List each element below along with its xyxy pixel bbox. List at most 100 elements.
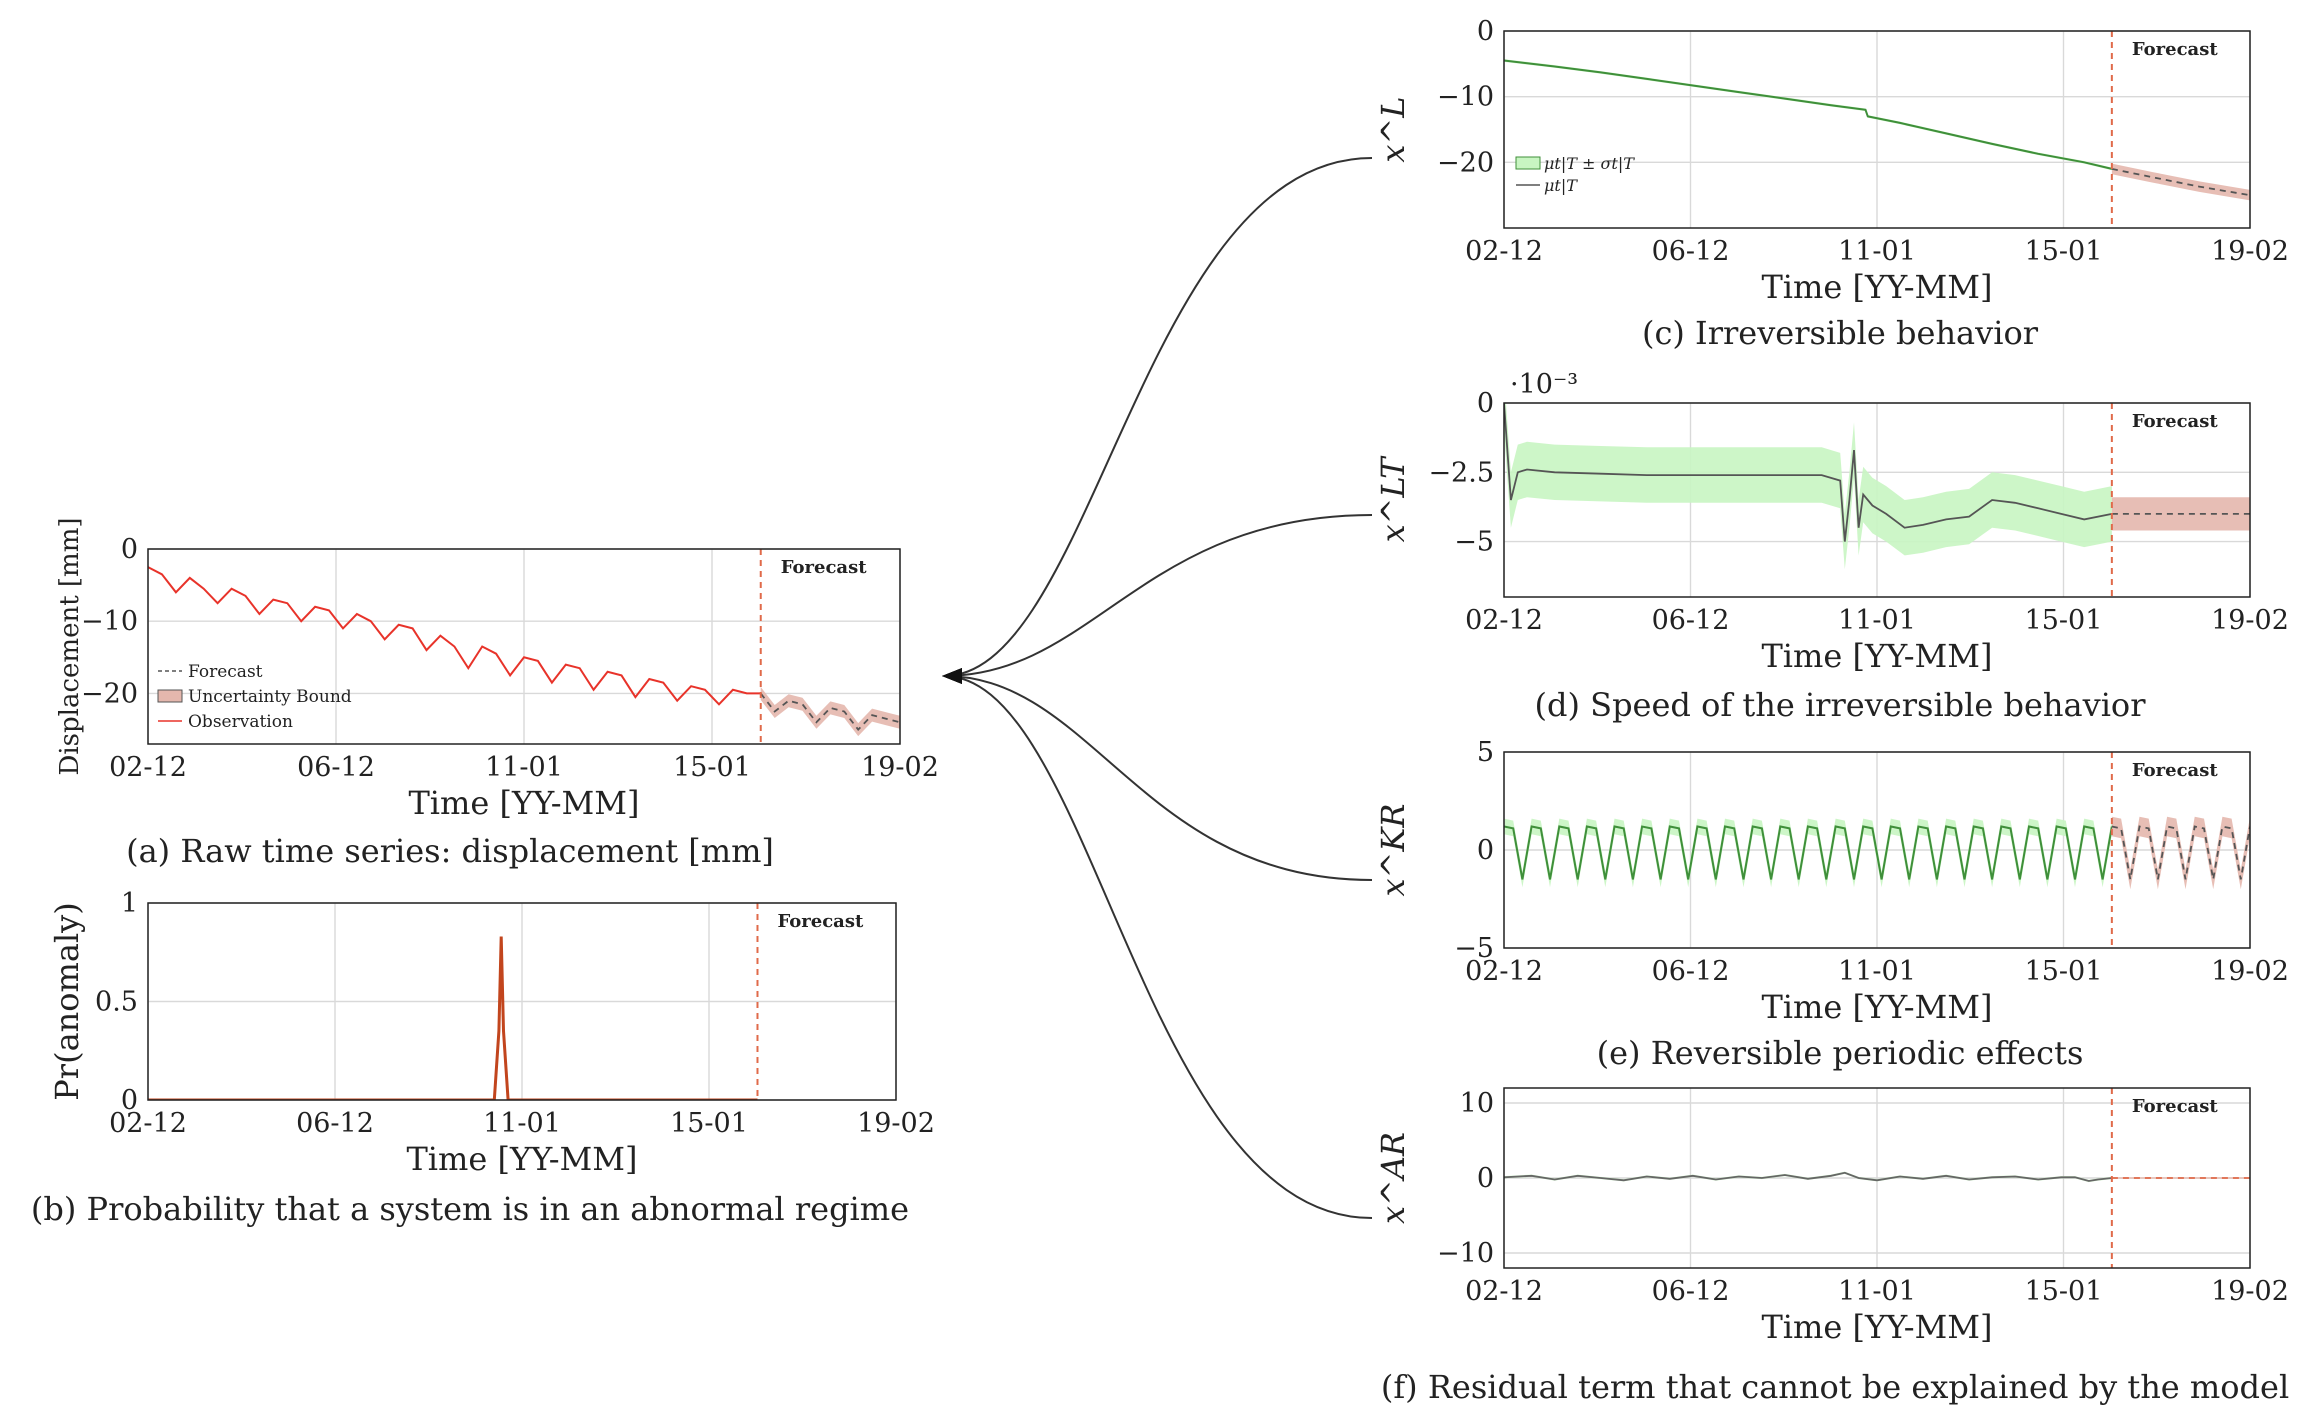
y-axis-label: x^L [1374,96,1412,162]
forecast-label: Forecast [2132,411,2218,432]
series-line [1504,403,2113,542]
series-line [2111,168,2250,197]
series-line [1504,1171,2112,1182]
x-tick-label: 19-02 [861,752,939,783]
plot-area [148,566,900,737]
x-axis-label: Time [YY-MM] [1761,637,1992,675]
series-band [1504,403,2112,570]
chart-f: 02-12 06-12 11-01 15-01 19-02 10 0 −10 Forecast T… [1374,1087,2289,1346]
caption-c: (c) Irreversible behavior [1641,314,2039,352]
axes-frame [1503,402,2251,598]
series-band [1504,818,2112,888]
forecast-label: Forecast [2132,39,2218,60]
connector-curve [942,157,1373,684]
series-line [1504,825,2113,880]
y-tick-label: 0 [121,534,138,565]
x-tick-label: 06-12 [1652,1276,1730,1307]
plot-area [1504,816,2250,890]
x-tick-label: 06-12 [296,1108,374,1139]
legend-mean-label: μt|T [1544,176,1578,195]
forecast-label: Forecast [781,557,867,578]
caption-a: (a) Raw time series: displacement [mm] [126,832,774,870]
y-tick-label: −2.5 [1428,457,1494,488]
x-tick-label: 11-01 [1838,605,1916,636]
x-tick-label: 02-12 [109,1108,187,1139]
series-line [2111,825,2250,880]
x-tick-label: 15-01 [673,752,751,783]
y-tick-label: −5 [1454,527,1494,558]
plot-area [1504,403,2250,570]
x-tick-label: 06-12 [1652,605,1730,636]
plot-area [148,936,758,1100]
x-axis-label: Time [YY-MM] [408,784,639,822]
legend-band-swatch [157,689,183,703]
y-tick-label: 1 [121,888,138,919]
x-tick-label: 15-01 [2025,1276,2103,1307]
axes-frame [1503,751,2251,949]
x-tick-label: 11-01 [1838,1276,1916,1307]
y-axis-label: x^AR [1374,1132,1412,1224]
x-tick-label: 19-02 [2211,1276,2289,1307]
x-tick-label: 02-12 [1465,236,1543,267]
forecast-label: Forecast [2132,760,2218,781]
axes-frame [147,548,901,745]
y-tick-label: −10 [1437,82,1494,113]
x-axis-label: Time [YY-MM] [406,1140,637,1178]
x-tick-label: 06-12 [297,752,375,783]
y-tick-label: 10 [1460,1088,1494,1119]
y-tick-label: −5 [1454,933,1494,964]
x-tick-label: 02-12 [1465,605,1543,636]
series-line [759,692,900,731]
connector-curve [942,668,1373,1219]
x-tick-label: 02-12 [1465,1276,1543,1307]
y-tick-label: 0 [1477,1163,1494,1194]
x-axis-label: Time [YY-MM] [1761,268,1992,306]
y-tick-label: 0.5 [95,987,138,1018]
y-tick-label: −20 [1437,147,1494,178]
caption-f: (f) Residual term that cannot be explain… [1380,1368,2290,1406]
series-line [148,566,761,706]
x-tick-label: 06-12 [1652,236,1730,267]
x-tick-label: 02-12 [1465,956,1543,987]
forecast-label: Forecast [2132,1096,2218,1117]
y-multiplier: ·10⁻³ [1510,369,1578,400]
legend-observation-label: Observation [188,712,293,732]
chart-d: 02-12 06-12 11-01 15-01 19-02 0 −2.5 −5 ·10⁻³ For… [1374,369,2289,675]
legend-band-label: μt|T ± σt|T [1544,154,1635,173]
x-tick-label: 11-01 [485,752,563,783]
y-axis-label: x^LT [1374,455,1412,543]
x-tick-label: 19-02 [2211,956,2289,987]
chart-b: 02-12 06-12 11-01 15-01 19-02 1 0.5 0 Forecast Ti… [48,888,935,1178]
series-line [148,936,758,1100]
x-tick-label: 19-02 [857,1108,935,1139]
series-line [1504,59,2113,170]
x-tick-label: 06-12 [1652,956,1730,987]
chart-a: 02-12 06-12 11-01 15-01 19-02 0 −10 −20 Forecast… [55,517,939,822]
plot-area [1504,1171,2250,1183]
connector-curve [942,514,1373,684]
axes-frame [147,902,897,1101]
x-axis-label: Time [YY-MM] [1761,1308,1992,1346]
axes-frame [1503,30,2251,229]
caption-d: (d) Speed of the irreversible behavior [1534,686,2146,724]
axes-frame [1503,1087,2251,1269]
y-tick-label: 0 [1477,835,1494,866]
x-tick-label: 15-01 [2025,605,2103,636]
plot-area [1504,59,2250,201]
x-tick-label: 11-01 [1838,956,1916,987]
legend-band-swatch [1515,156,1541,170]
chart-e: 02-12 06-12 11-01 15-01 19-02 5 0 −5 Forecast Tim… [1374,737,2289,1026]
connector-curve [942,668,1373,881]
chart-c: 02-12 06-12 11-01 15-01 19-02 0 −10 −20 Forecast… [1374,16,2289,306]
x-axis-label: Time [YY-MM] [1761,988,1992,1026]
legend-band-label: Uncertainty Bound [188,687,352,707]
y-tick-label: −20 [81,678,138,709]
series-band [2111,163,2250,201]
y-tick-label: −10 [81,606,138,637]
x-tick-label: 11-01 [1838,236,1916,267]
x-tick-label: 02-12 [109,752,187,783]
legend-forecast-label: Forecast [188,662,263,682]
y-tick-label: 0 [121,1085,138,1116]
